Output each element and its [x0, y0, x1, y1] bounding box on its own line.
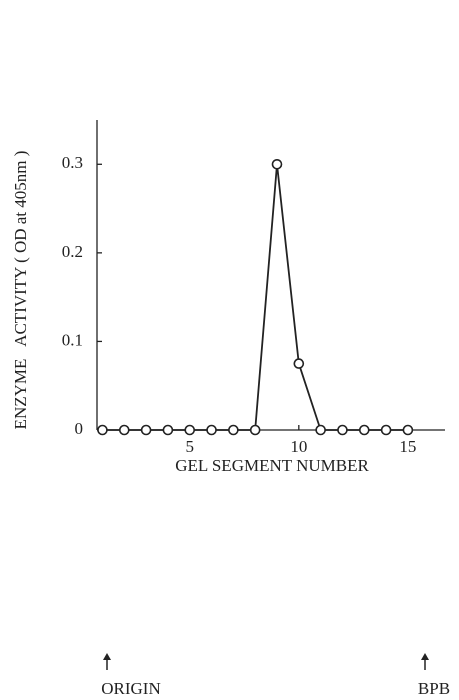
data-point: [207, 426, 216, 435]
chart: ENZYME ACTIVITY ( OD at 405nm ) GEL SEGM…: [0, 0, 459, 700]
data-point: [185, 426, 194, 435]
x-tick-label: 10: [290, 437, 307, 456]
bpb-label: BPB: [418, 679, 450, 698]
origin-label: ORIGIN: [101, 679, 161, 698]
data-point: [142, 426, 151, 435]
data-point: [360, 426, 369, 435]
bpb-arrow: [421, 653, 429, 670]
data-point: [273, 160, 282, 169]
data-point: [251, 426, 260, 435]
y-axis-label: ENZYME ACTIVITY ( OD at 405nm ): [11, 151, 30, 430]
data-point: [294, 359, 303, 368]
y-tick-label: 0.1: [62, 330, 83, 349]
data-point: [163, 426, 172, 435]
y-tick-label: 0.3: [62, 153, 83, 172]
data-point: [120, 426, 129, 435]
data-point: [229, 426, 238, 435]
y-tick-label: 0: [75, 419, 84, 438]
x-axis-label: GEL SEGMENT NUMBER: [175, 456, 369, 475]
x-tick-label: 15: [399, 437, 416, 456]
data-point: [338, 426, 347, 435]
data-point: [98, 426, 107, 435]
origin-arrow: [103, 653, 111, 670]
x-tick-label: 5: [185, 437, 194, 456]
data-point: [382, 426, 391, 435]
data-point: [316, 426, 325, 435]
y-tick-label: 0.2: [62, 242, 83, 261]
data-point: [403, 426, 412, 435]
data-line: [102, 164, 407, 430]
